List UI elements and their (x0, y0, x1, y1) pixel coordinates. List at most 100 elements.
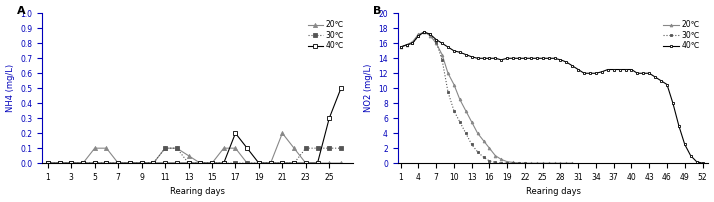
20℃ (491, 155, 500, 157)
40℃ (137, 162, 146, 164)
40℃ (255, 162, 263, 164)
40℃ (243, 147, 251, 149)
30℃ (485, 160, 493, 162)
30℃ (479, 156, 488, 158)
20℃ (550, 162, 559, 164)
20℃ (479, 139, 488, 142)
30℃ (491, 161, 500, 164)
20℃ (161, 147, 169, 149)
Text: B: B (373, 6, 381, 16)
20℃ (313, 162, 322, 164)
40℃ (55, 162, 64, 164)
30℃ (67, 162, 76, 164)
20℃ (420, 31, 428, 33)
20℃ (533, 162, 541, 164)
20℃ (438, 53, 446, 56)
20℃ (196, 162, 204, 164)
40℃ (114, 162, 123, 164)
Line: 20℃: 20℃ (46, 131, 343, 165)
40℃ (208, 162, 216, 164)
30℃ (114, 162, 123, 164)
30℃ (149, 162, 158, 164)
20℃ (219, 147, 228, 149)
Line: 40℃: 40℃ (46, 86, 343, 165)
30℃ (420, 31, 428, 33)
20℃ (290, 147, 298, 149)
20℃ (337, 162, 346, 164)
20℃ (443, 72, 452, 75)
20℃ (55, 162, 64, 164)
30℃ (497, 162, 506, 164)
20℃ (497, 158, 506, 161)
40℃ (680, 143, 689, 146)
30℃ (313, 147, 322, 149)
30℃ (515, 162, 523, 164)
20℃ (450, 83, 458, 86)
40℃ (173, 162, 181, 164)
30℃ (408, 42, 417, 44)
30℃ (55, 162, 64, 164)
30℃ (137, 162, 146, 164)
20℃ (468, 121, 476, 123)
20℃ (396, 46, 405, 48)
20℃ (485, 147, 493, 149)
40℃ (544, 57, 553, 60)
40℃ (337, 87, 346, 89)
40℃ (149, 162, 158, 164)
40℃ (184, 162, 193, 164)
Text: A: A (17, 6, 26, 16)
40℃ (161, 162, 169, 164)
40℃ (231, 132, 240, 134)
40℃ (91, 162, 99, 164)
20℃ (278, 132, 286, 134)
Legend: 20℃, 30℃, 40℃: 20℃, 30℃, 40℃ (662, 19, 701, 52)
Legend: 20℃, 30℃, 40℃: 20℃, 30℃, 40℃ (306, 19, 346, 52)
40℃ (396, 46, 405, 48)
30℃ (91, 162, 99, 164)
20℃ (325, 162, 333, 164)
30℃ (509, 162, 518, 164)
Line: 40℃: 40℃ (399, 31, 704, 165)
30℃ (396, 46, 405, 48)
30℃ (461, 132, 470, 134)
30℃ (243, 162, 251, 164)
30℃ (402, 44, 411, 46)
20℃ (137, 162, 146, 164)
30℃ (438, 59, 446, 61)
30℃ (450, 109, 458, 112)
30℃ (79, 162, 87, 164)
20℃ (208, 162, 216, 164)
Line: 30℃: 30℃ (46, 146, 343, 165)
20℃ (473, 132, 482, 134)
20℃ (402, 44, 411, 46)
20℃ (301, 162, 310, 164)
Y-axis label: NO2 (mg/L): NO2 (mg/L) (364, 64, 373, 113)
40℃ (102, 162, 111, 164)
30℃ (456, 121, 464, 123)
40℃ (509, 57, 518, 60)
30℃ (325, 147, 333, 149)
40℃ (196, 162, 204, 164)
30℃ (255, 162, 263, 164)
20℃ (255, 162, 263, 164)
30℃ (290, 162, 298, 164)
20℃ (503, 160, 511, 163)
30℃ (473, 151, 482, 153)
20℃ (173, 147, 181, 149)
20℃ (527, 162, 536, 164)
40℃ (698, 162, 707, 164)
30℃ (219, 162, 228, 164)
40℃ (420, 31, 428, 33)
40℃ (67, 162, 76, 164)
20℃ (102, 147, 111, 149)
30℃ (432, 41, 441, 43)
40℃ (266, 162, 275, 164)
20℃ (243, 162, 251, 164)
30℃ (278, 162, 286, 164)
30℃ (196, 162, 204, 164)
30℃ (301, 147, 310, 149)
Y-axis label: NH4 (mg/L): NH4 (mg/L) (6, 64, 14, 112)
20℃ (231, 147, 240, 149)
40℃ (301, 162, 310, 164)
20℃ (408, 41, 417, 43)
